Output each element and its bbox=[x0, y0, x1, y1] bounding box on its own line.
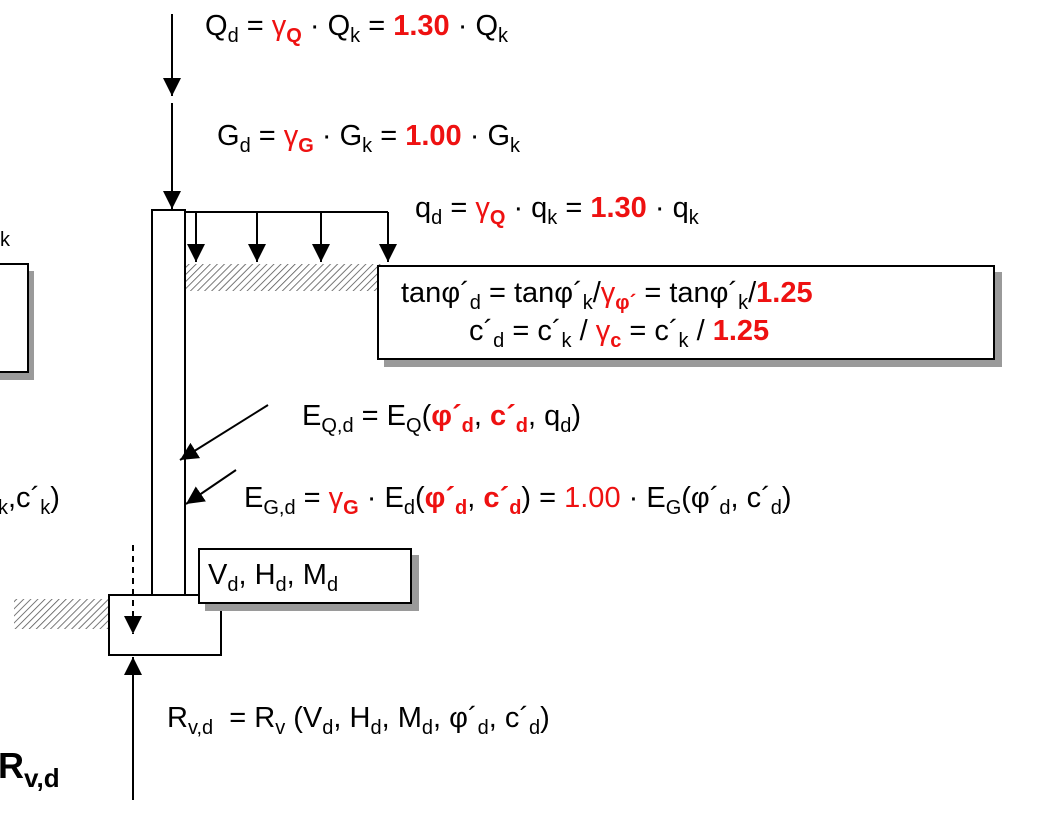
soil-parameters-box: tanφ´d = tanφ´k/γφ´ = tanφ´k/1.25 c´d = … bbox=[377, 265, 995, 360]
left-fragment-ck: k,c´k) bbox=[0, 482, 60, 519]
wall-stem bbox=[151, 209, 186, 596]
backfill-ground-hatch bbox=[185, 264, 385, 291]
design-actions-box: Vd, Hd, Md bbox=[198, 548, 412, 604]
wall-footing bbox=[108, 594, 222, 656]
left-partial-box bbox=[0, 263, 29, 373]
equation-Rvd: Rv,d = Rv (Vd, Hd, Md, φ´d, c´d) bbox=[167, 702, 550, 739]
equation-Gd: Gd = γG · Gk = 1.00 · Gk bbox=[217, 120, 521, 157]
design-actions-text: Vd, Hd, Md bbox=[208, 559, 339, 596]
equation-EGd: EG,d = γG · Ed(φ´d, c´d) = 1.00 · EG(φ´d… bbox=[244, 482, 792, 519]
soil-friction-equation: tanφ´d = tanφ´k/γφ´ = tanφ´k/1.25 bbox=[401, 277, 813, 314]
soil-cohesion-equation: c´d = c´k / γc = c´k / 1.25 bbox=[469, 315, 770, 352]
resistance-label-Rvd: Rv,d bbox=[0, 745, 60, 793]
left-fragment-k: k bbox=[0, 229, 10, 251]
equation-qd: qd = γQ · qk = 1.30 · qk bbox=[415, 192, 699, 229]
front-ground-hatch bbox=[14, 599, 109, 629]
earth-pressure-Q-arrow bbox=[179, 404, 269, 461]
earth-pressure-G-arrow bbox=[185, 469, 237, 505]
equation-Qd: Qd = γQ · Qk = 1.30 · Qk bbox=[205, 10, 509, 47]
equation-EQd: EQ,d = EQ(φ´d, c´d, qd) bbox=[302, 400, 582, 437]
